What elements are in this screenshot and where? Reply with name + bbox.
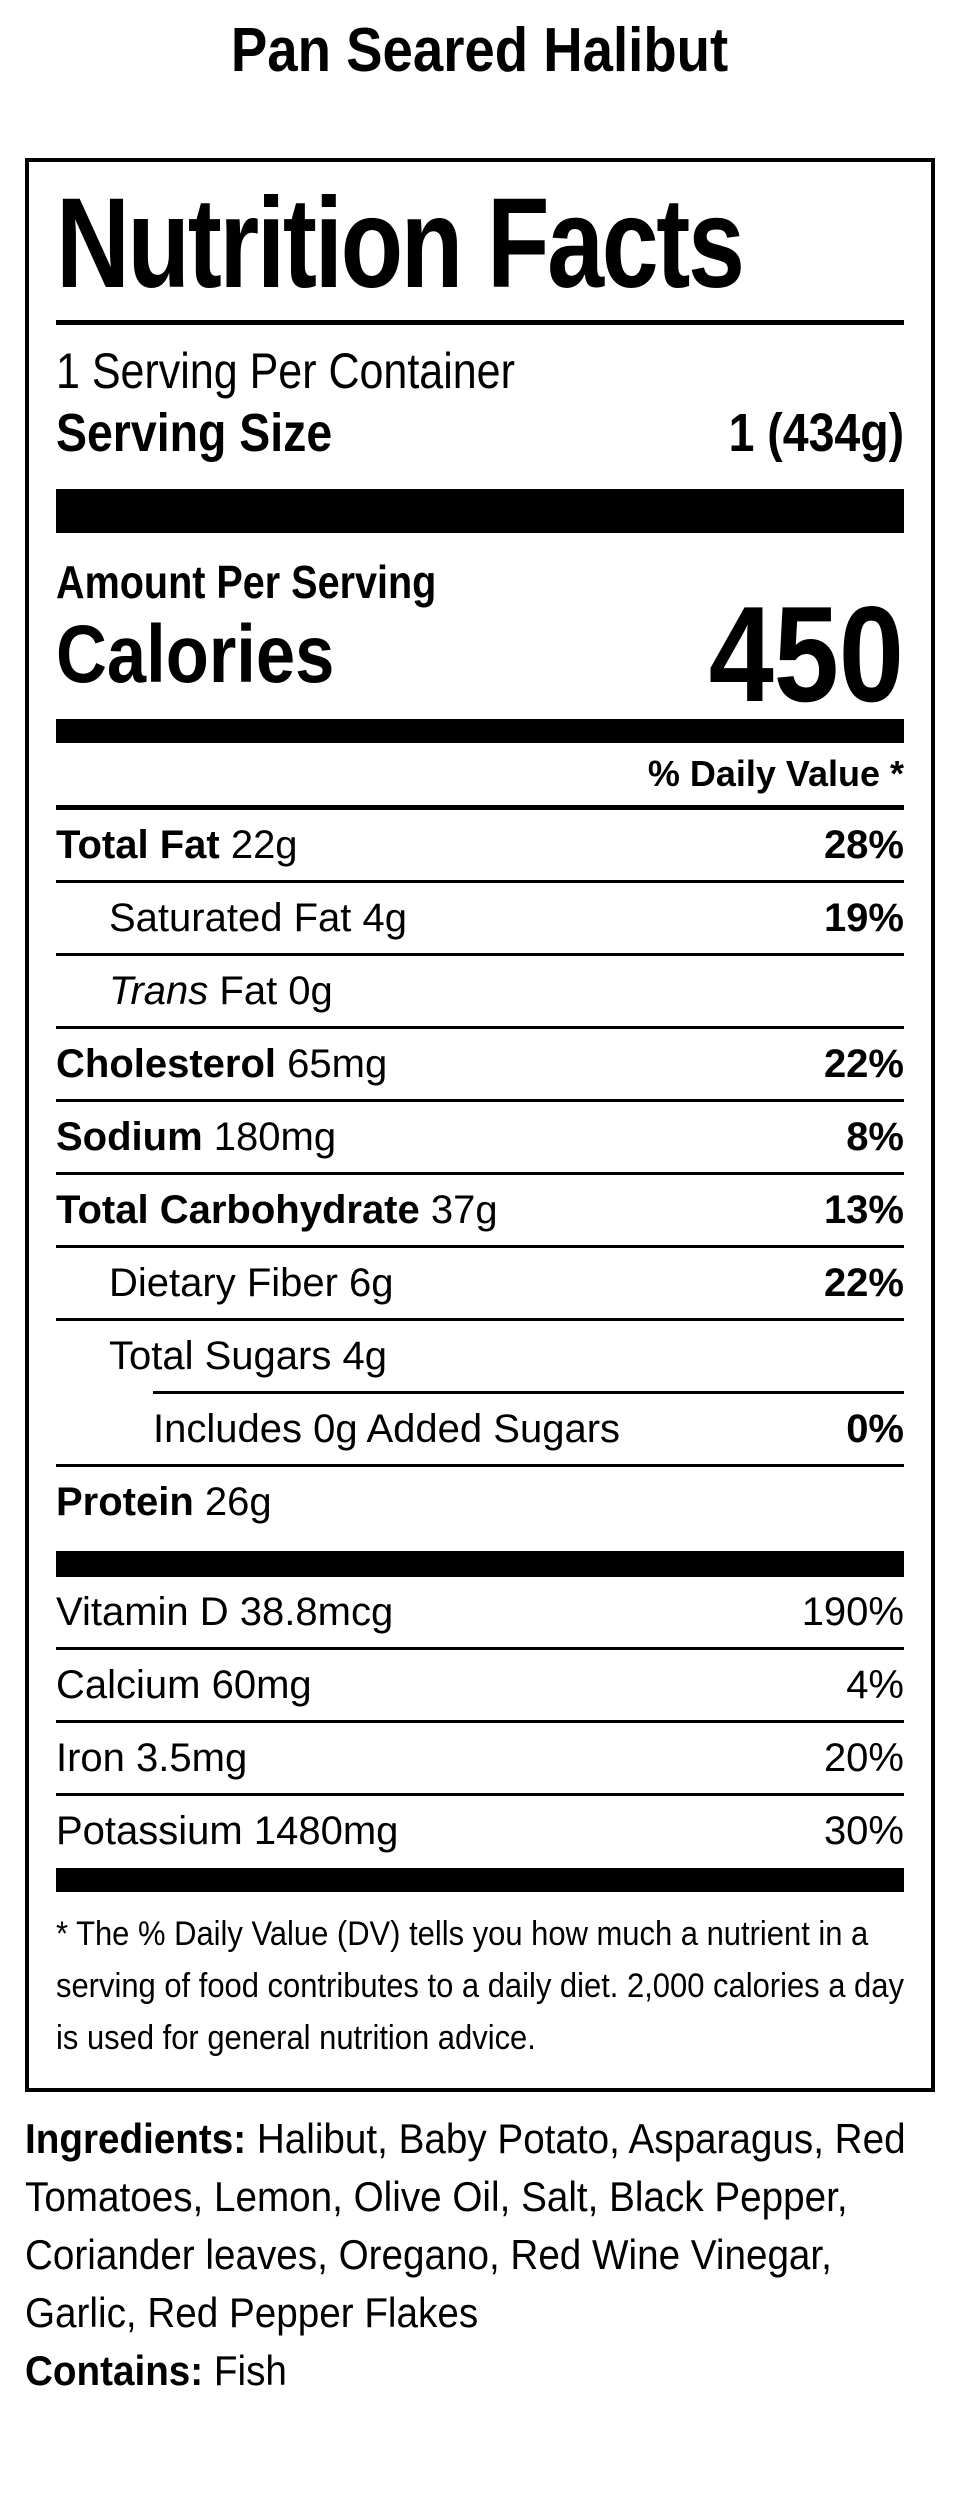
nutrient-row-total-fat: Total Fat 22g 28% (56, 810, 904, 883)
nutrient-row-protein: Protein 26g (56, 1464, 904, 1537)
nutrition-label-box: Nutrition Facts 1 Serving Per Container … (25, 158, 935, 2092)
vitamin-name: Iron 3.5mg (56, 1735, 248, 1780)
vitamin-percent: 190% (801, 1589, 904, 1634)
calories-value: 450 (708, 578, 904, 730)
separator-bar-thick (56, 489, 904, 533)
serving-size-row: Serving Size 1 (434g) (56, 401, 904, 465)
amount-per-serving-label: Amount Per Serving (56, 555, 904, 609)
nutrition-facts-heading: Nutrition Facts (56, 172, 745, 315)
vitamin-row-vitamin-d: Vitamin D 38.8mcg 190% (56, 1577, 904, 1650)
nutrient-row-total-sugars: Total Sugars 4g (56, 1321, 904, 1391)
nutrient-row-total-carbohydrate: Total Carbohydrate 37g 13% (56, 1175, 904, 1248)
page-title: Pan Seared Halibut (0, 14, 960, 88)
nutrient-name: Includes 0g Added Sugars (153, 1406, 621, 1451)
nutrient-percent: 13% (823, 1187, 904, 1232)
servings-per-container-text: 1 Serving Per Container (56, 343, 515, 399)
ingredients-section: Ingredients: Halibut, Baby Potato, Aspar… (25, 2110, 935, 2400)
nutrient-row-dietary-fiber: Dietary Fiber 6g 22% (56, 1248, 904, 1321)
nutrient-name: Protein 26g (56, 1479, 272, 1524)
vitamin-row-potassium: Potassium 1480mg 30% (56, 1796, 904, 1866)
vitamin-percent: 20% (823, 1735, 904, 1780)
nutrient-row-saturated-fat: Saturated Fat 4g 19% (56, 883, 904, 956)
nutrient-name: Total Sugars 4g (109, 1333, 387, 1378)
nutrient-row-trans-fat: Trans Fat 0g (56, 956, 904, 1029)
nutrient-row-added-sugars: Includes 0g Added Sugars 0% (153, 1391, 904, 1464)
footnote-wrap: * The % Daily Value (DV) tells you how m… (56, 1892, 904, 2088)
nutrient-name: Sodium 180mg (56, 1114, 337, 1159)
ingredients-paragraph: Ingredients: Halibut, Baby Potato, Aspar… (25, 2110, 935, 2400)
contains-label: Contains: (25, 2347, 204, 2394)
nutrient-percent: 19% (823, 895, 904, 940)
nutrition-facts-heading-wrap: Nutrition Facts (56, 172, 904, 325)
daily-value-header: % Daily Value * (56, 743, 904, 810)
servings-per-container: 1 Serving Per Container (56, 341, 904, 401)
serving-size-value: 1 (434g) (728, 403, 904, 463)
separator-bar (56, 1868, 904, 1892)
nutrient-row-sodium: Sodium 180mg 8% (56, 1102, 904, 1175)
vitamin-row-iron: Iron 3.5mg 20% (56, 1723, 904, 1796)
nutrient-percent: 22% (823, 1260, 904, 1305)
nutrient-name: Total Carbohydrate 37g (56, 1187, 498, 1232)
nutrient-percent: 28% (823, 822, 904, 867)
nutrient-name: Saturated Fat 4g (109, 895, 407, 940)
ingredients-label: Ingredients: (25, 2115, 247, 2162)
nutrient-row-cholesterol: Cholesterol 65mg 22% (56, 1029, 904, 1102)
nutrient-name: Dietary Fiber 6g (109, 1260, 394, 1305)
vitamin-name: Calcium 60mg (56, 1662, 312, 1707)
calories-label: Calories (56, 609, 335, 700)
ingredients-text: Halibut, Baby Potato, Asparagus, Red Tom… (25, 2115, 906, 2336)
nutrient-name: Trans Fat 0g (109, 968, 333, 1013)
separator-bar (56, 1551, 904, 1577)
contains-text: Fish (203, 2347, 287, 2394)
page-title-text: Pan Seared Halibut (231, 16, 729, 85)
nutrient-percent: 8% (846, 1114, 904, 1159)
nutrient-percent: 0% (846, 1406, 904, 1451)
page: Pan Seared Halibut Nutrition Facts 1 Ser… (0, 14, 960, 2400)
nutrient-name: Cholesterol 65mg (56, 1041, 388, 1086)
vitamin-percent: 30% (823, 1808, 904, 1853)
nutrient-percent: 22% (823, 1041, 904, 1086)
nutrient-name: Total Fat 22g (56, 822, 298, 867)
vitamin-row-calcium: Calcium 60mg 4% (56, 1650, 904, 1723)
calories-row: Calories 450 (56, 578, 904, 730)
vitamin-percent: 4% (846, 1662, 904, 1707)
separator-bar (56, 719, 904, 743)
daily-value-footnote: * The % Daily Value (DV) tells you how m… (56, 1915, 904, 2057)
serving-size-label: Serving Size (56, 403, 333, 463)
vitamin-name: Potassium 1480mg (56, 1808, 399, 1853)
vitamin-name: Vitamin D 38.8mcg (56, 1589, 394, 1634)
amount-per-serving-text: Amount Per Serving (56, 556, 437, 608)
